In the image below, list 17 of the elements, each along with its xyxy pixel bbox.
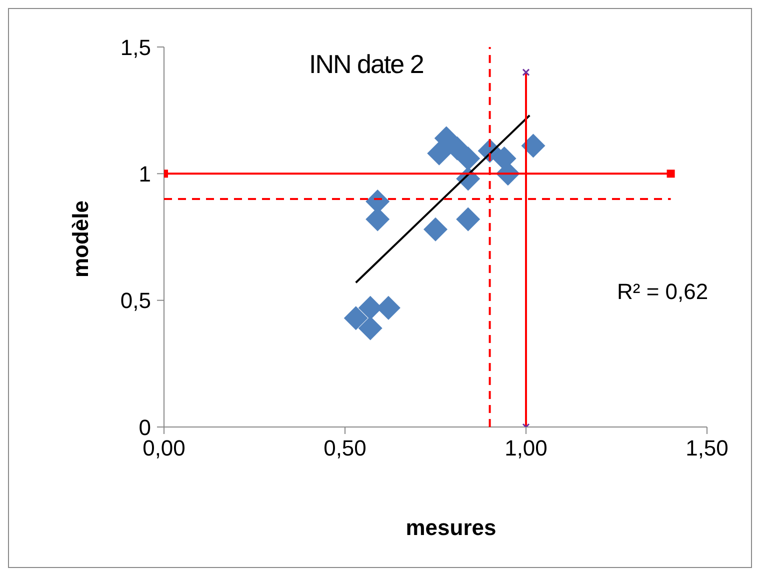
x-tick-label: 1,50: [686, 436, 728, 461]
y-tick-label: 1: [138, 161, 151, 186]
y-tick-label: 1,5: [120, 34, 151, 60]
point: [456, 207, 480, 232]
point: [344, 306, 368, 330]
x-axis-title: mesures: [406, 515, 496, 540]
y-axis-title: modèle: [68, 200, 94, 278]
y-tick-label: 0,5: [120, 288, 151, 314]
point: [358, 316, 382, 340]
x-tick-label: 0,50: [324, 436, 366, 461]
point: [424, 217, 448, 242]
point: [521, 134, 546, 158]
point: [427, 141, 452, 166]
annotation: R² = 0,62: [617, 279, 708, 305]
x-tick-label: 1,00: [504, 436, 548, 461]
point: [456, 146, 480, 170]
chart-title: INN date 2: [309, 49, 424, 80]
